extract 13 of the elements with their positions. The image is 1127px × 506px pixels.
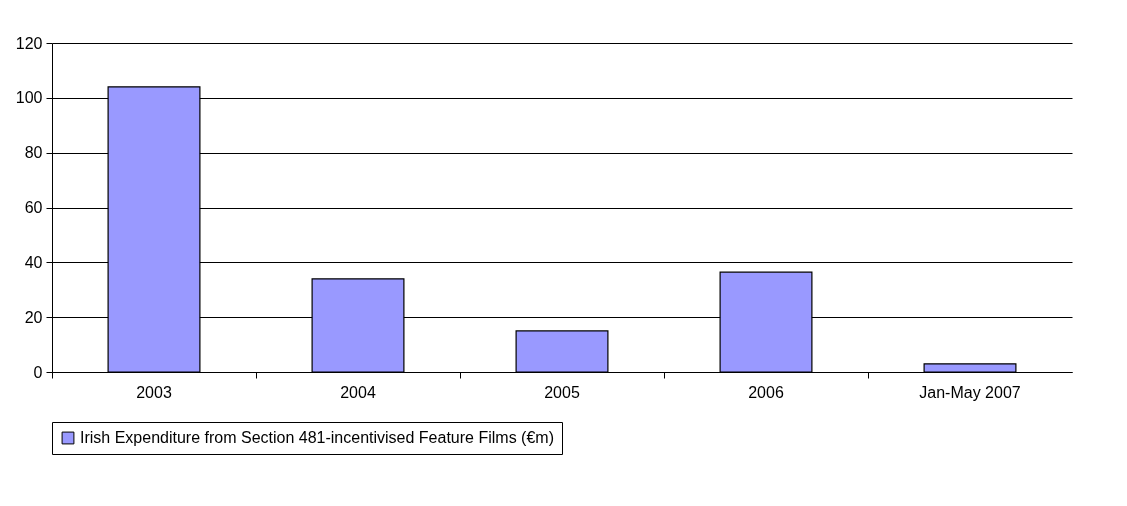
y-tick-label: 80 [24, 144, 43, 162]
x-tick-label: Jan-May 2007 [919, 383, 1021, 401]
y-tick-label: 60 [24, 199, 43, 216]
y-tick-label: 40 [24, 253, 43, 271]
x-tick-label: 2005 [544, 383, 580, 401]
y-tick-label: 20 [24, 308, 43, 326]
x-tick-label: 2003 [136, 383, 172, 401]
legend-label: Irish Expenditure from Section 481-incentivised Feature Films (€m) [80, 429, 554, 446]
x-tick-label: 2004 [340, 383, 376, 401]
y-tick-label: 0 [33, 363, 43, 381]
x-tick-label: 2006 [748, 383, 784, 401]
y-tick-label: 120 [15, 34, 43, 52]
y-tick-label: 100 [15, 89, 43, 107]
